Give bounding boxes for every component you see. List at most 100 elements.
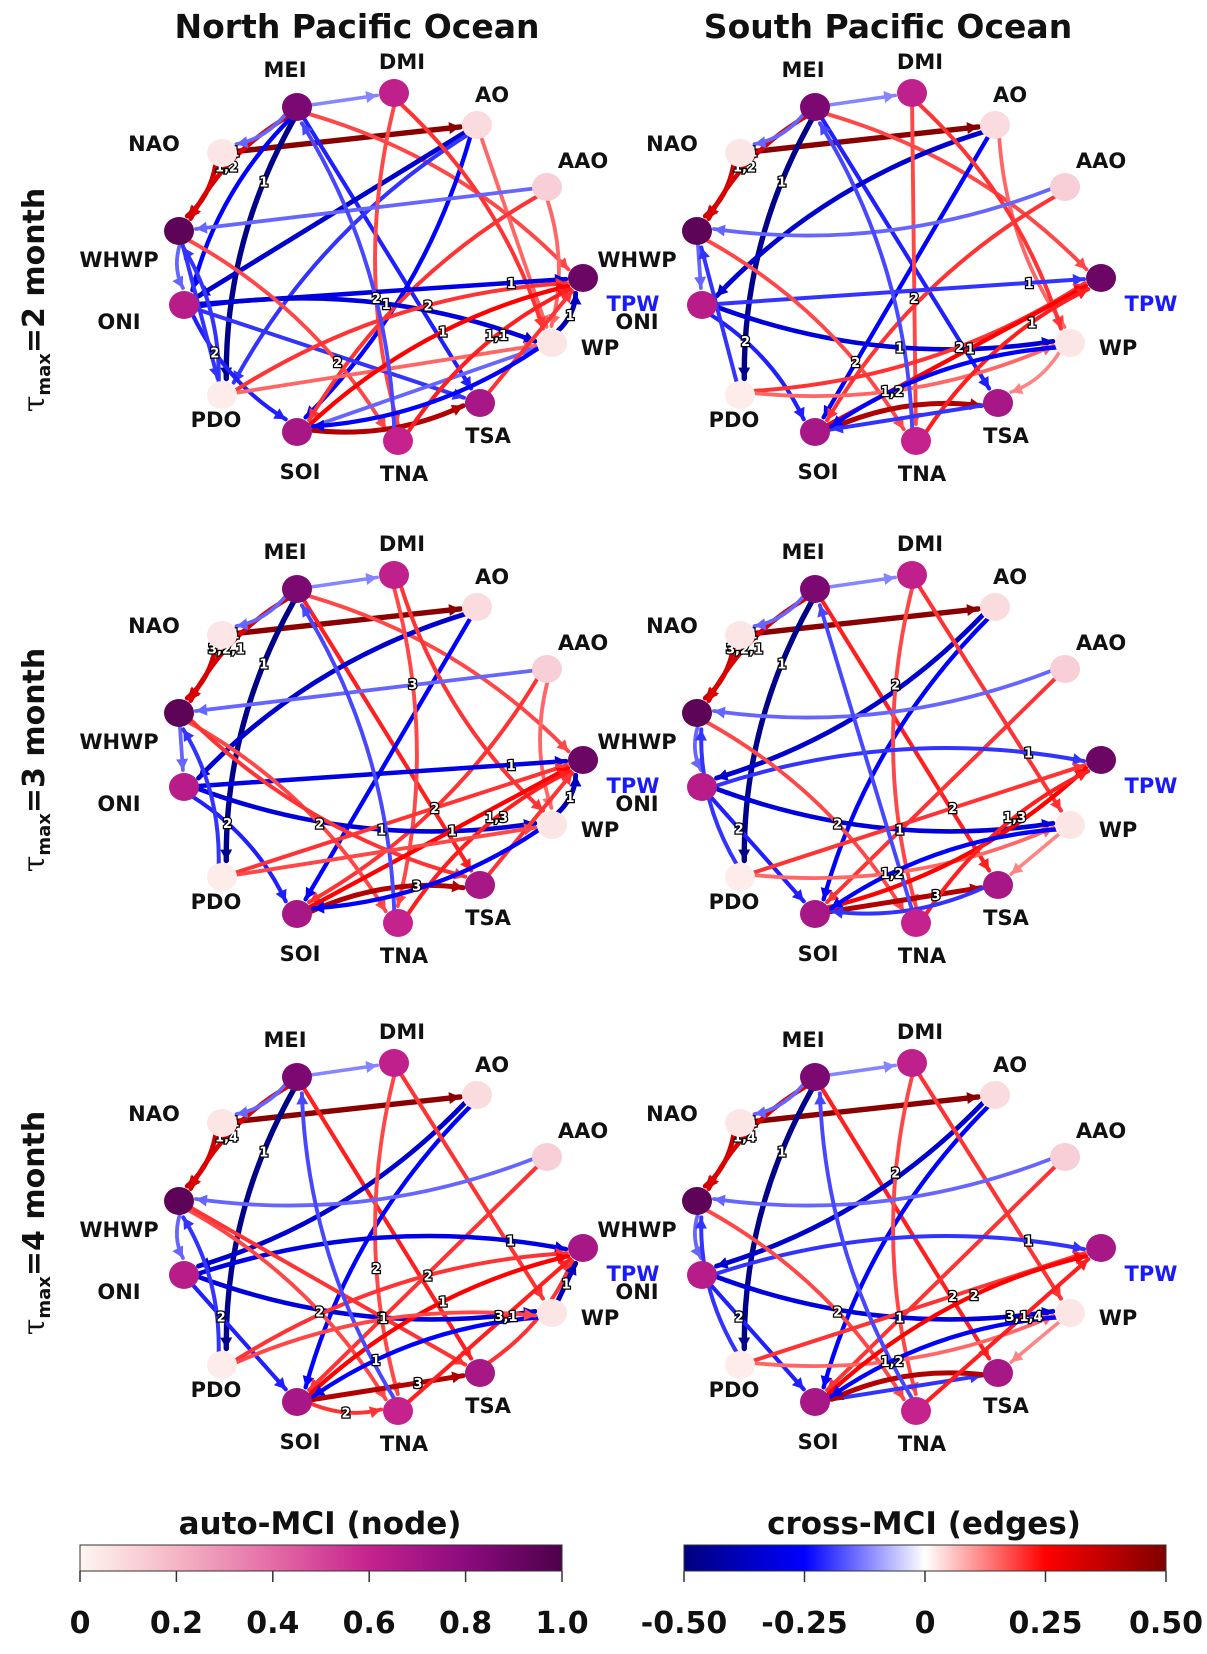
edge-arrowhead bbox=[313, 419, 325, 432]
edge-lag-label: 2 bbox=[735, 1311, 744, 1326]
node-wp bbox=[1055, 1299, 1085, 1327]
node-tna bbox=[901, 427, 931, 455]
edge-lag-label: 1 bbox=[562, 1277, 571, 1292]
node-colorbar-tick-label: 0.8 bbox=[439, 1606, 492, 1641]
network-panel: 11,4121122123213,111MEIDMIAONAOAAOWHWPTP… bbox=[79, 1020, 659, 1456]
edge-lag-label: 3 bbox=[412, 880, 421, 895]
node-tna bbox=[901, 1397, 931, 1425]
edge-colorbar-title: cross-MCI (edges) bbox=[767, 1506, 1081, 1542]
edge-mei-pdo bbox=[741, 1086, 815, 1352]
edge-arrowhead bbox=[190, 1176, 202, 1189]
edge-oni-wp bbox=[194, 296, 538, 344]
edge-colorbar-tick-label: -0.50 bbox=[641, 1606, 727, 1641]
edge-arrowhead bbox=[309, 891, 322, 903]
node-tna bbox=[383, 1397, 413, 1425]
node-nao bbox=[207, 621, 237, 649]
edge-arrowhead bbox=[690, 757, 702, 771]
edge-tna-tpw bbox=[405, 287, 573, 435]
node-label-mei: MEI bbox=[781, 1028, 824, 1052]
edge-aao-wp bbox=[538, 680, 554, 810]
edge-ao-oni bbox=[714, 129, 987, 299]
edge-arrowhead bbox=[716, 769, 729, 781]
node-whwp bbox=[682, 1187, 712, 1215]
edge-arrowhead bbox=[172, 1245, 184, 1259]
edge-soi-tpw bbox=[824, 765, 1089, 910]
edge-oni-tpw bbox=[713, 277, 1086, 307]
edge-arrowhead bbox=[309, 407, 320, 421]
edge-arrowhead bbox=[690, 1245, 702, 1259]
edge-wp-soi bbox=[828, 827, 1060, 911]
column-title-south-pacific: South Pacific Ocean bbox=[704, 7, 1072, 46]
edge-arrowhead bbox=[296, 1093, 309, 1105]
edge-lag-label: 2 bbox=[372, 1262, 381, 1277]
node-label-ao: AO bbox=[475, 565, 509, 589]
node-label-wp: WP bbox=[581, 818, 620, 842]
edge-lag-label: 1 bbox=[895, 824, 904, 839]
node-mei bbox=[282, 93, 312, 121]
edge-oni-soi bbox=[190, 312, 288, 422]
node-oni bbox=[169, 1261, 199, 1289]
node-label-soi: SOI bbox=[798, 942, 839, 966]
edge-arrowhead bbox=[708, 688, 720, 701]
edge-lag-label: 3 bbox=[408, 678, 417, 693]
edge-lag-label: 2 bbox=[217, 1311, 226, 1326]
edge-arrowhead bbox=[698, 247, 710, 260]
edge-aao-whwp bbox=[712, 186, 1054, 238]
node-label-tsa: TSA bbox=[465, 424, 511, 448]
edge-layer bbox=[172, 1061, 579, 1419]
node-label-ao: AO bbox=[993, 1053, 1027, 1077]
node-colorbar-tick-label: 1.0 bbox=[535, 1606, 588, 1641]
node-aao bbox=[532, 173, 562, 201]
node-label-oni: ONI bbox=[97, 310, 140, 334]
edge-dmi-tna bbox=[392, 586, 419, 908]
node-label-oni: ONI bbox=[615, 1280, 658, 1304]
node-whwp bbox=[164, 699, 194, 727]
edge-arrowhead bbox=[365, 573, 378, 585]
edge-arrowhead bbox=[1072, 753, 1085, 765]
tau-symbol: τ bbox=[17, 1319, 52, 1336]
edge-whwp-tna bbox=[704, 720, 906, 914]
edge-arrowhead bbox=[313, 1385, 326, 1397]
edge-soi-tsa bbox=[307, 403, 466, 435]
edge-lag-label: 2 bbox=[891, 678, 900, 693]
edge-arrowhead bbox=[523, 1308, 536, 1321]
edge-mei-tsa bbox=[301, 598, 474, 873]
edge-oni-tpw bbox=[713, 1234, 1086, 1277]
edge-arrowhead bbox=[738, 849, 751, 861]
node-label-tna: TNA bbox=[380, 944, 429, 968]
edge-arrowhead bbox=[716, 1257, 729, 1269]
edge-arrowhead bbox=[273, 408, 286, 420]
node-wp bbox=[537, 1299, 567, 1327]
node-colorbar-ticks: 0 0.2 0.4 0.6 0.8 1.0 bbox=[70, 1571, 589, 1641]
edge-arrowhead bbox=[560, 773, 573, 786]
edge-soi-wp bbox=[307, 346, 538, 430]
edge-arrowhead bbox=[814, 1093, 827, 1105]
edge-arrowhead bbox=[1011, 382, 1024, 395]
edge-aao-soi bbox=[825, 1164, 1058, 1393]
edge-soi-tpw bbox=[824, 1253, 1089, 1398]
edge-lag-label: 2 bbox=[910, 292, 919, 307]
node-ao bbox=[462, 1081, 492, 1109]
row-label-4-month: τmax=4 month bbox=[17, 1111, 55, 1336]
node-tpw bbox=[1086, 746, 1116, 774]
node-label-mei: MEI bbox=[263, 58, 306, 82]
edge-tna-tpw bbox=[405, 1257, 573, 1405]
row-label-3-month: τmax=3 month bbox=[17, 648, 55, 873]
node-label-tna: TNA bbox=[898, 462, 947, 486]
node-mei bbox=[800, 93, 830, 121]
edge-arrowhead bbox=[1076, 1259, 1089, 1272]
node-label-tsa: TSA bbox=[465, 906, 511, 930]
node-label-whwp: WHWP bbox=[79, 248, 158, 272]
edge-lag-label: 1 bbox=[377, 824, 386, 839]
edge-arrowhead bbox=[791, 889, 804, 902]
edge-wp-soi bbox=[310, 345, 542, 429]
node-nao bbox=[725, 621, 755, 649]
edge-arrowhead bbox=[301, 123, 313, 136]
edge-lag-label: 2 bbox=[955, 341, 964, 356]
edge-arrowhead bbox=[713, 1194, 726, 1207]
network-panels: 11,2121122211,11MEIDMIAONAOAAOWHWPTPWONI… bbox=[79, 50, 1177, 1456]
edge-mei-pdo bbox=[223, 116, 297, 382]
edge-mei-whwp bbox=[706, 1084, 809, 1191]
